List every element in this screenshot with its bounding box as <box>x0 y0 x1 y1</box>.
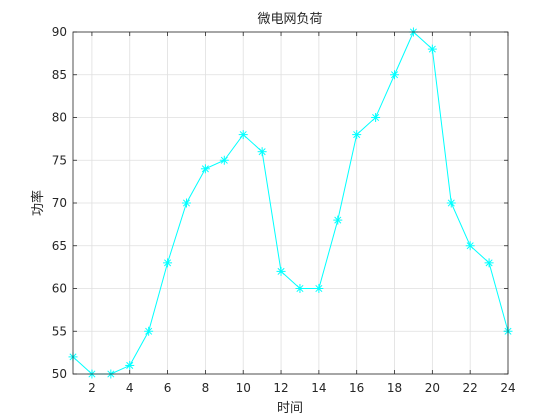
chart-title: 微电网负荷 <box>257 12 322 27</box>
data-point <box>352 130 362 140</box>
series-line <box>72 31 509 375</box>
data-point <box>125 360 135 370</box>
y-tick-label: 90 <box>52 25 67 39</box>
data-point <box>276 266 286 276</box>
y-tick-label: 75 <box>52 153 67 167</box>
data-point <box>181 198 191 208</box>
x-tick-label: 10 <box>236 381 251 395</box>
grid <box>73 31 509 375</box>
data-point <box>219 155 229 165</box>
data-point <box>371 113 381 122</box>
x-tick-label: 4 <box>126 381 134 395</box>
y-tick-label: 70 <box>52 196 67 210</box>
x-axis-label: 时间 <box>277 401 303 416</box>
x-tick-label: 16 <box>349 381 364 395</box>
data-point <box>163 258 173 268</box>
y-tick-label: 65 <box>52 239 67 253</box>
x-axis: 2 4 6 8 10 12 14 16 18 20 22 24 <box>88 32 516 395</box>
x-tick-label: 8 <box>202 381 210 395</box>
series <box>68 27 513 379</box>
x-tick-label: 14 <box>311 381 326 395</box>
y-tick-label: 55 <box>52 324 67 338</box>
data-point <box>465 241 475 251</box>
data-point <box>333 215 343 225</box>
y-tick-label: 80 <box>52 111 67 125</box>
x-tick-label: 22 <box>463 381 478 395</box>
data-point <box>446 198 456 208</box>
y-tick-label: 50 <box>52 367 67 381</box>
y-tick-label: 60 <box>52 282 67 296</box>
plot-area-frame <box>72 31 509 375</box>
data-point <box>314 284 324 293</box>
x-tick-label: 20 <box>425 381 440 395</box>
data-point <box>144 326 154 336</box>
data-point <box>484 258 494 268</box>
y-tick-label: 85 <box>52 68 67 82</box>
x-tick-label: 2 <box>88 381 96 395</box>
x-tick-label: 6 <box>164 381 172 395</box>
data-point <box>200 164 210 174</box>
data-point <box>295 284 305 293</box>
x-tick-label: 18 <box>387 381 402 395</box>
data-point <box>238 130 248 140</box>
y-axis-label: 功率 <box>30 190 46 216</box>
data-point <box>427 44 437 54</box>
x-tick-label: 12 <box>273 381 288 395</box>
x-tick-label: 24 <box>500 381 515 395</box>
data-point <box>257 147 267 157</box>
data-point <box>390 70 400 80</box>
